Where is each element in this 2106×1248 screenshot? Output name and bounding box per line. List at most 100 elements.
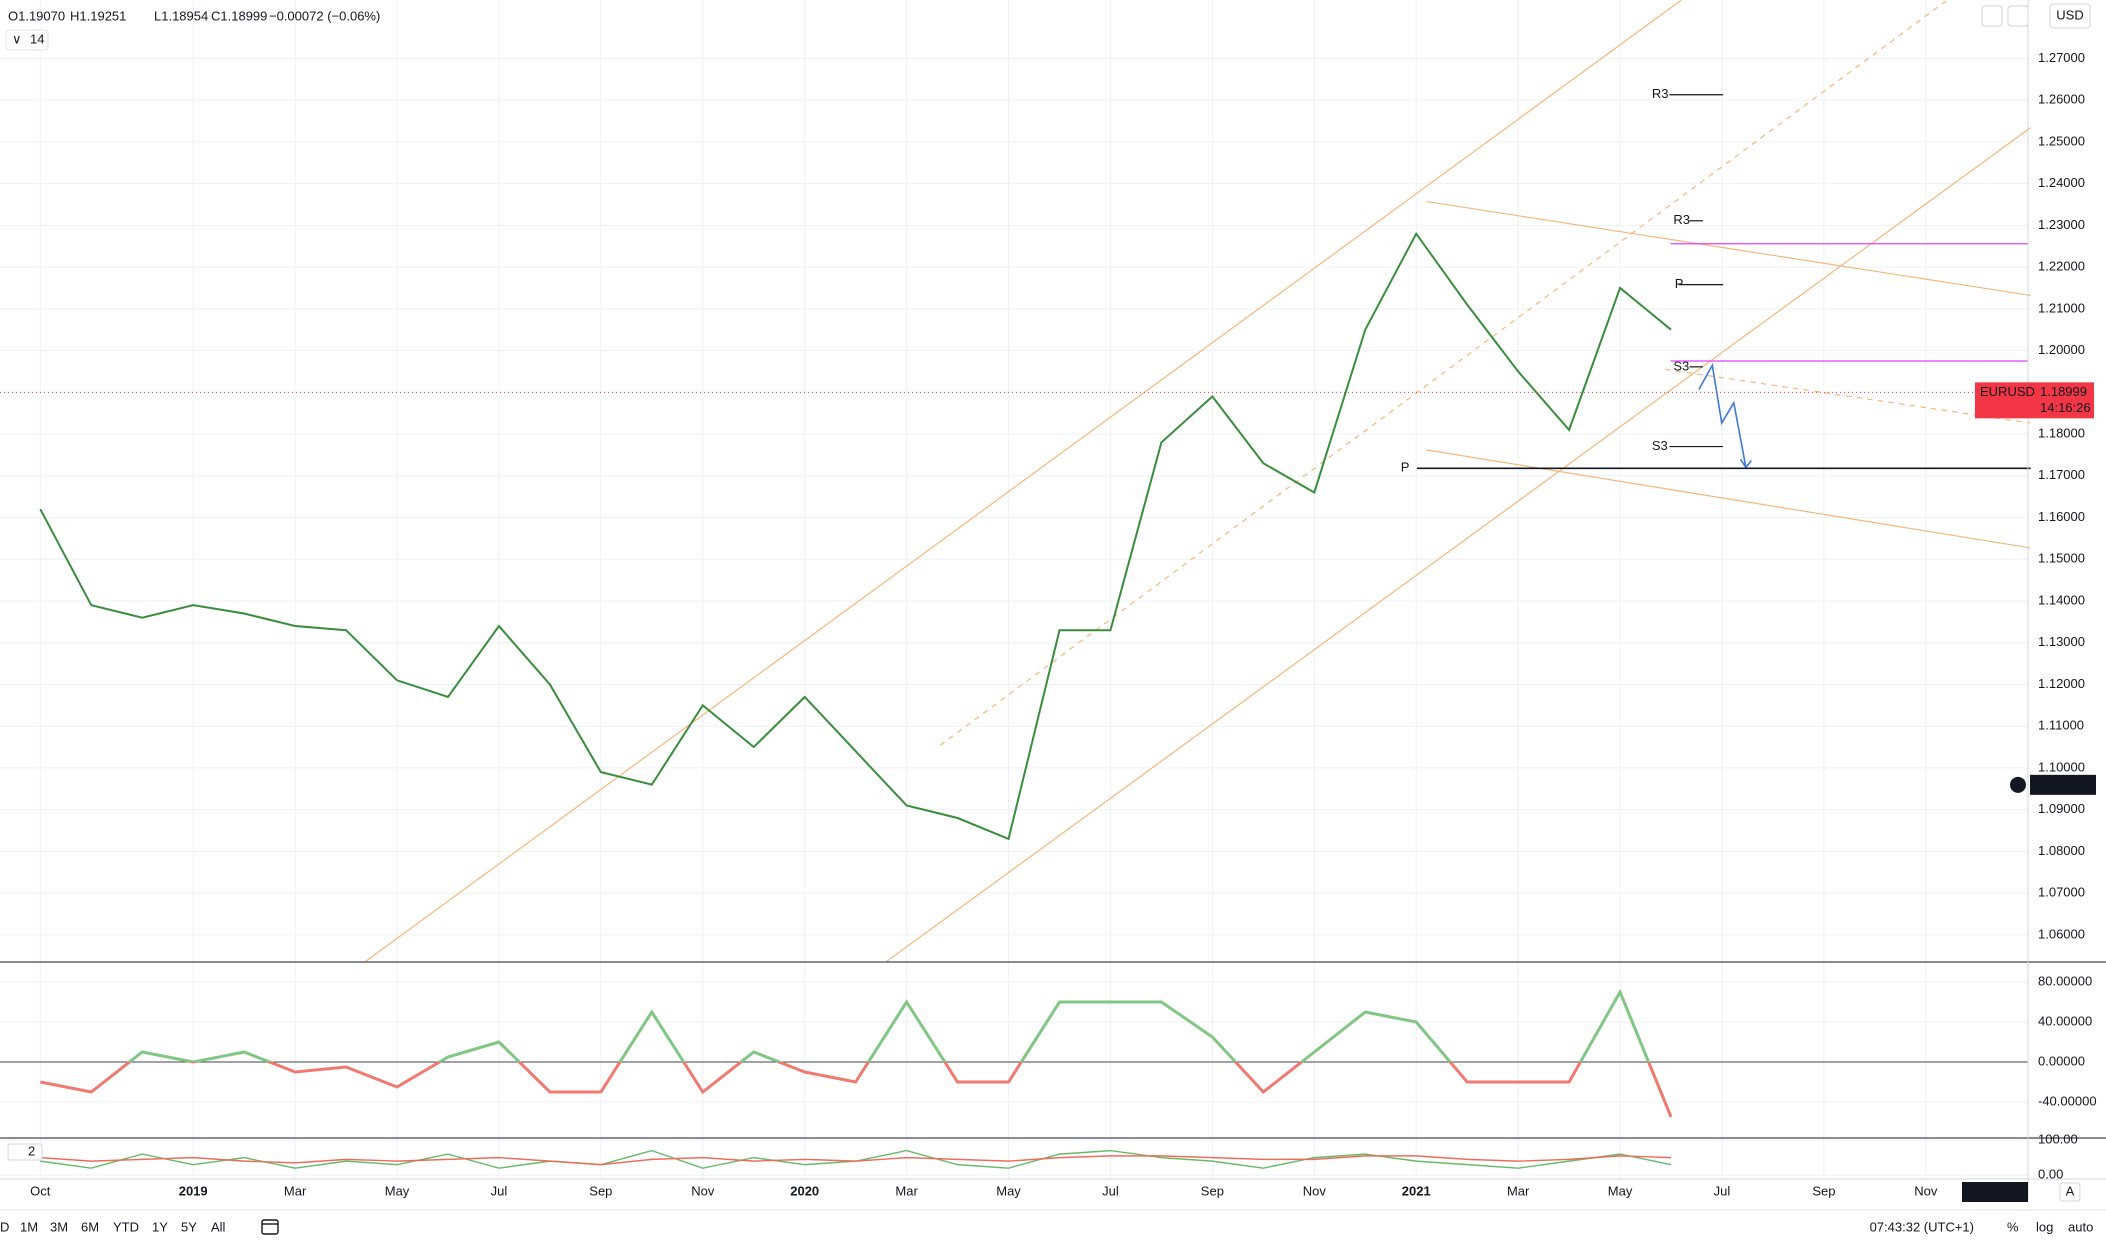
y-tick-label: 100.00	[2038, 1132, 2078, 1147]
range-button[interactable]: All	[211, 1219, 226, 1234]
x-tick-label: Mar	[284, 1183, 307, 1198]
y-tick-label: 1.18000	[2038, 425, 2085, 440]
projection-arrow	[1698, 362, 1747, 468]
last-price-label: 1.18999	[2040, 384, 2087, 399]
y-tick-label: 1.26000	[2038, 92, 2085, 107]
range-button[interactable]: 1M	[20, 1219, 38, 1234]
y-tick-label: 1.13000	[2038, 634, 2085, 649]
scale-option[interactable]: auto	[2068, 1219, 2093, 1234]
y-tick-label: 1.16000	[2038, 509, 2085, 524]
range-button[interactable]: 3M	[50, 1219, 68, 1234]
y-tick-label: 0.00000	[2038, 1053, 2085, 1068]
y-tick-label: 1.17000	[2038, 467, 2085, 482]
channel-mid	[939, 0, 1948, 746]
price-line	[39, 231, 1672, 841]
y-tick-label: 1.20000	[2038, 342, 2085, 357]
channel-line	[364, 0, 1682, 963]
grid	[0, 0, 2028, 1179]
y-tick-label: 1.21000	[2038, 300, 2085, 315]
y-tick-label: 80.00000	[2038, 973, 2092, 988]
auto-scale-label[interactable]: A	[2066, 1183, 2075, 1198]
channel-line	[886, 127, 2031, 963]
scroll-button[interactable]	[1981, 5, 2003, 27]
x-tick-label: Sep	[1812, 1183, 1835, 1198]
x-tick-label: Sep	[589, 1183, 612, 1198]
x-tick-label: Oct	[30, 1183, 51, 1198]
currency-label[interactable]: USD	[2056, 7, 2083, 22]
wedge-line	[1426, 200, 2031, 297]
oscillator-negative	[40, 1062, 1673, 1118]
crosshair-price-label: 1.09595	[2038, 776, 2085, 791]
x-tick-label: 2021	[1402, 1183, 1431, 1198]
arrow-head	[1739, 458, 1752, 469]
range-button[interactable]: 1Y	[152, 1219, 168, 1234]
y-tick-label: 40.00000	[2038, 1013, 2092, 1028]
pane-label: 2	[28, 1143, 35, 1158]
pivot-label: R3	[1652, 86, 1669, 101]
crosshair-price-tag	[2030, 774, 2096, 795]
y-tick-label: 1.23000	[2038, 217, 2085, 232]
clock[interactable]: 07:43:32 (UTC+1)	[1870, 1219, 1974, 1234]
collapse-icon: ∨	[12, 31, 22, 46]
date-range-icon[interactable]	[261, 1219, 279, 1235]
series-name-tag: EURUSD	[1980, 384, 2035, 399]
x-tick-label: Sep	[1201, 1183, 1224, 1198]
pivot-label: S3	[1673, 358, 1689, 373]
x-tick-label: Nov	[691, 1183, 715, 1198]
x-tick-label: Mar	[895, 1183, 918, 1198]
y-tick-label: 1.25000	[2038, 133, 2085, 148]
y-tick-label: 1.11000	[2038, 718, 2084, 733]
pivot-label: R3	[1673, 212, 1690, 227]
y-tick-label: 1.14000	[2038, 592, 2085, 607]
pivot-label: S3	[1652, 438, 1668, 453]
x-tick-label: May	[996, 1183, 1021, 1198]
reset-button[interactable]	[2007, 5, 2029, 27]
pivot-label: P	[1675, 276, 1684, 291]
auto-scale-button[interactable]	[2059, 1182, 2081, 1202]
ohlc-value: L1.18954	[154, 8, 208, 23]
x-tick-label: May	[1608, 1183, 1633, 1198]
countdown-label: 14:16:26	[2040, 400, 2091, 415]
x-tick-label: May	[385, 1183, 410, 1198]
y-tick-label: 1.10000	[2038, 759, 2085, 774]
range-button[interactable]: 5Y	[181, 1219, 197, 1234]
wedge-mid	[1665, 368, 2031, 424]
crosshair-date-label: 16 Dec '21	[1964, 1183, 2026, 1198]
last-price-tag	[1975, 382, 2094, 419]
y-tick-label: 1.08000	[2038, 843, 2085, 858]
ohlc-value: C1.18999	[211, 8, 267, 23]
pane-label-box	[7, 1143, 43, 1161]
x-tick-label: Jul	[1714, 1183, 1731, 1198]
y-tick-label: 1.22000	[2038, 259, 2085, 274]
x-tick-label: Nov	[1914, 1183, 1938, 1198]
x-tick-label: 2019	[179, 1183, 208, 1198]
ohlc-value: O1.19070	[8, 8, 65, 23]
range-button[interactable]: D	[0, 1219, 9, 1234]
panes: R3 R3 P S3 S3 P	[0, 86, 2031, 1169]
scale-option[interactable]: %	[2007, 1219, 2019, 1234]
legend: ∨ 14 O1.19070 H1.19251 L1.18954 C1.18999 −0.…	[5, 8, 380, 51]
range-button[interactable]: 6M	[81, 1219, 99, 1234]
currency-button[interactable]	[2049, 3, 2091, 29]
ohlc-value: H1.19251	[70, 8, 126, 23]
x-tick-label: Jul	[1102, 1183, 1119, 1198]
x-tick-label: 2020	[790, 1183, 819, 1198]
y-tick-label: 1.06000	[2038, 926, 2085, 941]
y-tick-label: 1.15000	[2038, 551, 2085, 566]
y-tick-label: 0.00	[2038, 1167, 2063, 1182]
oscillator-positive	[127, 988, 1651, 1062]
drawings	[364, 0, 2031, 963]
indicator-line	[40, 1155, 1672, 1166]
indicator-length: 14	[30, 31, 44, 46]
wedge-line	[1426, 449, 2031, 549]
x-tick-label: Mar	[1507, 1183, 1530, 1198]
add-alert-button[interactable]	[2010, 776, 2026, 793]
y-tick-label: 1.09000	[2038, 801, 2085, 816]
scale-option[interactable]: log	[2036, 1219, 2053, 1234]
range-button[interactable]: YTD	[113, 1219, 139, 1234]
x-tick-label: Nov	[1303, 1183, 1327, 1198]
y-tick-label: 1.12000	[2038, 676, 2085, 691]
indicator-badge[interactable]	[5, 29, 49, 51]
